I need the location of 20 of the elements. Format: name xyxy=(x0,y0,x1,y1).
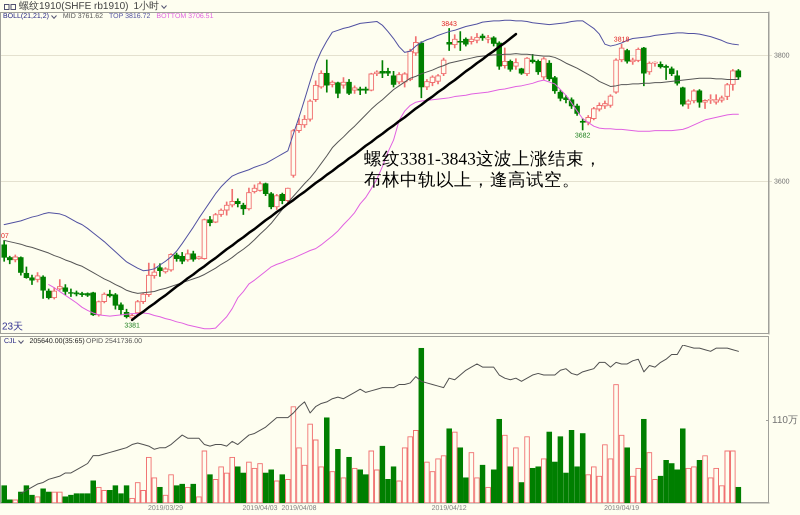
bar xyxy=(508,466,514,503)
bar xyxy=(446,428,452,503)
bar xyxy=(190,484,196,503)
bar xyxy=(335,448,341,503)
bar xyxy=(207,474,213,503)
chart-subtitle: 1小时 xyxy=(134,1,160,12)
bar xyxy=(346,456,352,503)
bar xyxy=(641,418,647,503)
bar xyxy=(736,486,742,503)
bar xyxy=(624,447,630,503)
text: 110万 xyxy=(772,414,798,426)
annotation: 23天 xyxy=(2,322,24,333)
bar xyxy=(279,474,286,503)
chart-title: 螺纹1910(SHFE rb1910) xyxy=(19,1,128,12)
bar xyxy=(696,460,702,503)
bar xyxy=(480,464,486,503)
bar xyxy=(324,417,330,503)
bar xyxy=(418,348,424,503)
bar xyxy=(157,486,163,503)
bar xyxy=(518,482,524,503)
